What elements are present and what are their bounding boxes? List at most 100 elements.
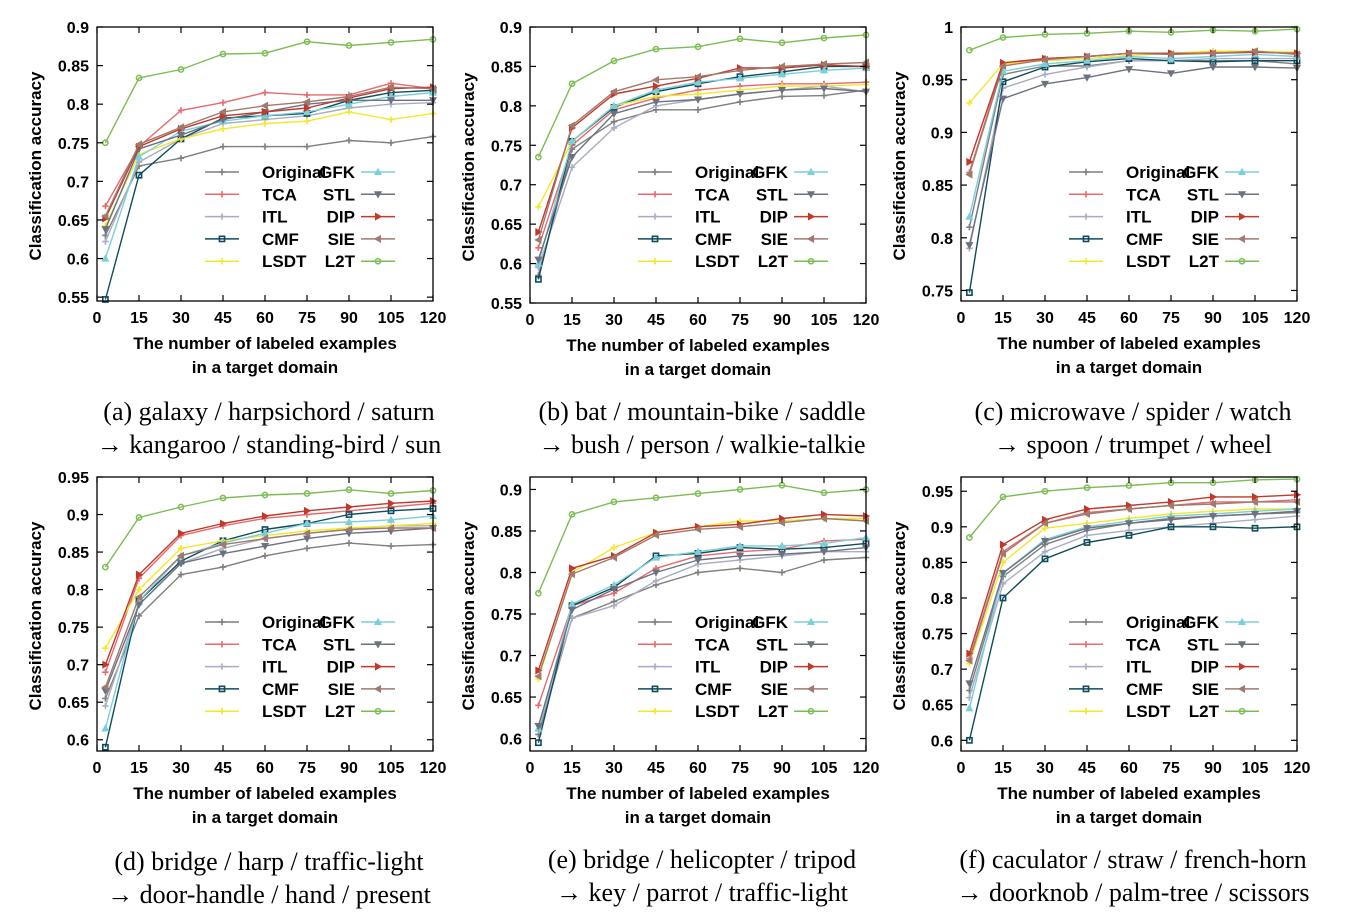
data-point-cmf	[102, 296, 109, 303]
data-point-l2t	[345, 42, 353, 49]
legend-label: LSDT	[695, 702, 740, 721]
y-tick-label: 0.7	[67, 174, 89, 191]
legend-marker	[806, 234, 815, 243]
legend-marker	[373, 641, 383, 649]
data-point-cmf	[102, 743, 109, 751]
data-point-itl	[610, 602, 618, 609]
legend-marker	[1082, 235, 1090, 243]
legend-item-dip: DIP	[760, 658, 828, 677]
x-axis-label-line2: in a target domain	[625, 808, 771, 827]
legend-marker	[807, 257, 815, 265]
data-point-lsdt	[387, 116, 395, 123]
legend-label: SIE	[1192, 680, 1219, 699]
series-line-l2t	[104, 38, 434, 144]
x-tick-label: 60	[256, 760, 274, 777]
data-point-l2t	[1041, 487, 1049, 495]
legend-marker	[1237, 167, 1247, 176]
data-point-lsdt	[535, 203, 542, 210]
data-point-sie	[1250, 47, 1259, 56]
y-tick-label: 0.8	[931, 591, 953, 608]
legend-item-stl: STL	[323, 185, 395, 204]
data-point-cmf	[1251, 524, 1259, 532]
data-point-stl	[609, 110, 619, 118]
x-tick-label: 45	[647, 760, 665, 777]
data-point-l2t	[387, 39, 395, 46]
data-point-sie	[1040, 55, 1049, 64]
legend-marker	[1237, 191, 1247, 199]
y-tick-label: 0.85	[922, 555, 953, 572]
legend-item-dip: DIP	[327, 208, 395, 227]
data-point-gfk	[693, 77, 703, 86]
y-tick-label: 0.55	[58, 290, 89, 307]
data-point-sie	[651, 531, 660, 540]
data-point-gfk	[101, 724, 110, 732]
legend-label: GFK	[752, 613, 789, 632]
data-point-lsdt	[694, 90, 702, 98]
x-tick-label: 30	[605, 760, 623, 777]
x-tick-label: 90	[1204, 760, 1222, 777]
legend-item-dip: DIP	[760, 208, 828, 227]
x-axis-label: The number of labeled examples	[997, 334, 1261, 353]
legend-marker	[806, 191, 816, 199]
legend-item-itl: ITL	[1069, 658, 1152, 677]
legend-item-gfk: GFK	[1183, 613, 1259, 632]
data-point-cmf	[1167, 523, 1175, 531]
data-point-sie	[998, 549, 1007, 558]
y-tick-label: 0.75	[58, 136, 89, 153]
legend-label: CMF	[262, 230, 299, 249]
data-point-lsdt	[219, 125, 227, 133]
data-point-cmf	[534, 275, 542, 283]
data-point-original	[694, 106, 702, 113]
y-tick-label: 0.65	[491, 217, 522, 234]
x-tick-label: 60	[1120, 310, 1138, 327]
data-point-stl	[777, 551, 787, 559]
data-point-tca	[219, 99, 227, 106]
data-point-sie	[218, 540, 227, 549]
legend-label: LSDT	[262, 252, 307, 271]
data-point-gfk	[302, 107, 312, 115]
legend-item-original: Original	[1069, 613, 1190, 632]
data-point-sie	[819, 514, 828, 523]
legend-item-stl: STL	[756, 185, 828, 204]
data-point-gfk	[777, 541, 787, 549]
data-point-dip	[1083, 504, 1092, 514]
y-tick-label: 0.75	[491, 138, 522, 155]
data-point-gfk	[735, 541, 745, 549]
y-tick-label: 0.9	[931, 125, 953, 142]
legend-item-tca: TCA	[1069, 635, 1161, 654]
x-tick-label: 120	[420, 760, 447, 777]
data-point-dip	[535, 227, 543, 237]
data-point-gfk	[693, 547, 703, 555]
data-point-l2t	[999, 34, 1007, 41]
data-point-sie	[567, 121, 576, 130]
legend-item-l2t: L2T	[1189, 702, 1259, 721]
y-tick-label: 0.6	[500, 257, 522, 274]
legend-label: CMF	[1126, 230, 1163, 249]
data-point-cmf	[1209, 523, 1217, 531]
data-point-original	[303, 545, 311, 552]
data-point-dip	[177, 529, 186, 538]
x-axis-label: The number of labeled examples	[133, 784, 397, 803]
data-point-l2t	[820, 34, 828, 42]
legend-marker	[651, 663, 659, 670]
legend-item-stl: STL	[323, 635, 395, 654]
data-point-original	[135, 612, 143, 620]
y-tick-label: 0.6	[931, 733, 953, 750]
x-tick-label: 0	[526, 312, 535, 329]
legend-label: STL	[1187, 635, 1219, 654]
legend-label: DIP	[327, 208, 355, 227]
legend-label: ITL	[695, 208, 721, 227]
data-point-gfk	[819, 66, 829, 74]
data-point-stl	[176, 131, 186, 140]
legend-item-cmf: CMF	[638, 230, 732, 249]
data-point-lsdt	[135, 586, 143, 593]
data-point-tca	[303, 91, 311, 99]
data-point-stl	[218, 550, 228, 558]
data-point-sie	[1040, 519, 1049, 528]
data-point-l2t	[177, 503, 185, 511]
data-point-stl	[567, 154, 577, 162]
legend-label: TCA	[695, 635, 730, 654]
data-point-itl	[652, 577, 660, 584]
data-point-l2t	[219, 494, 227, 502]
data-point-l2t	[177, 66, 185, 73]
